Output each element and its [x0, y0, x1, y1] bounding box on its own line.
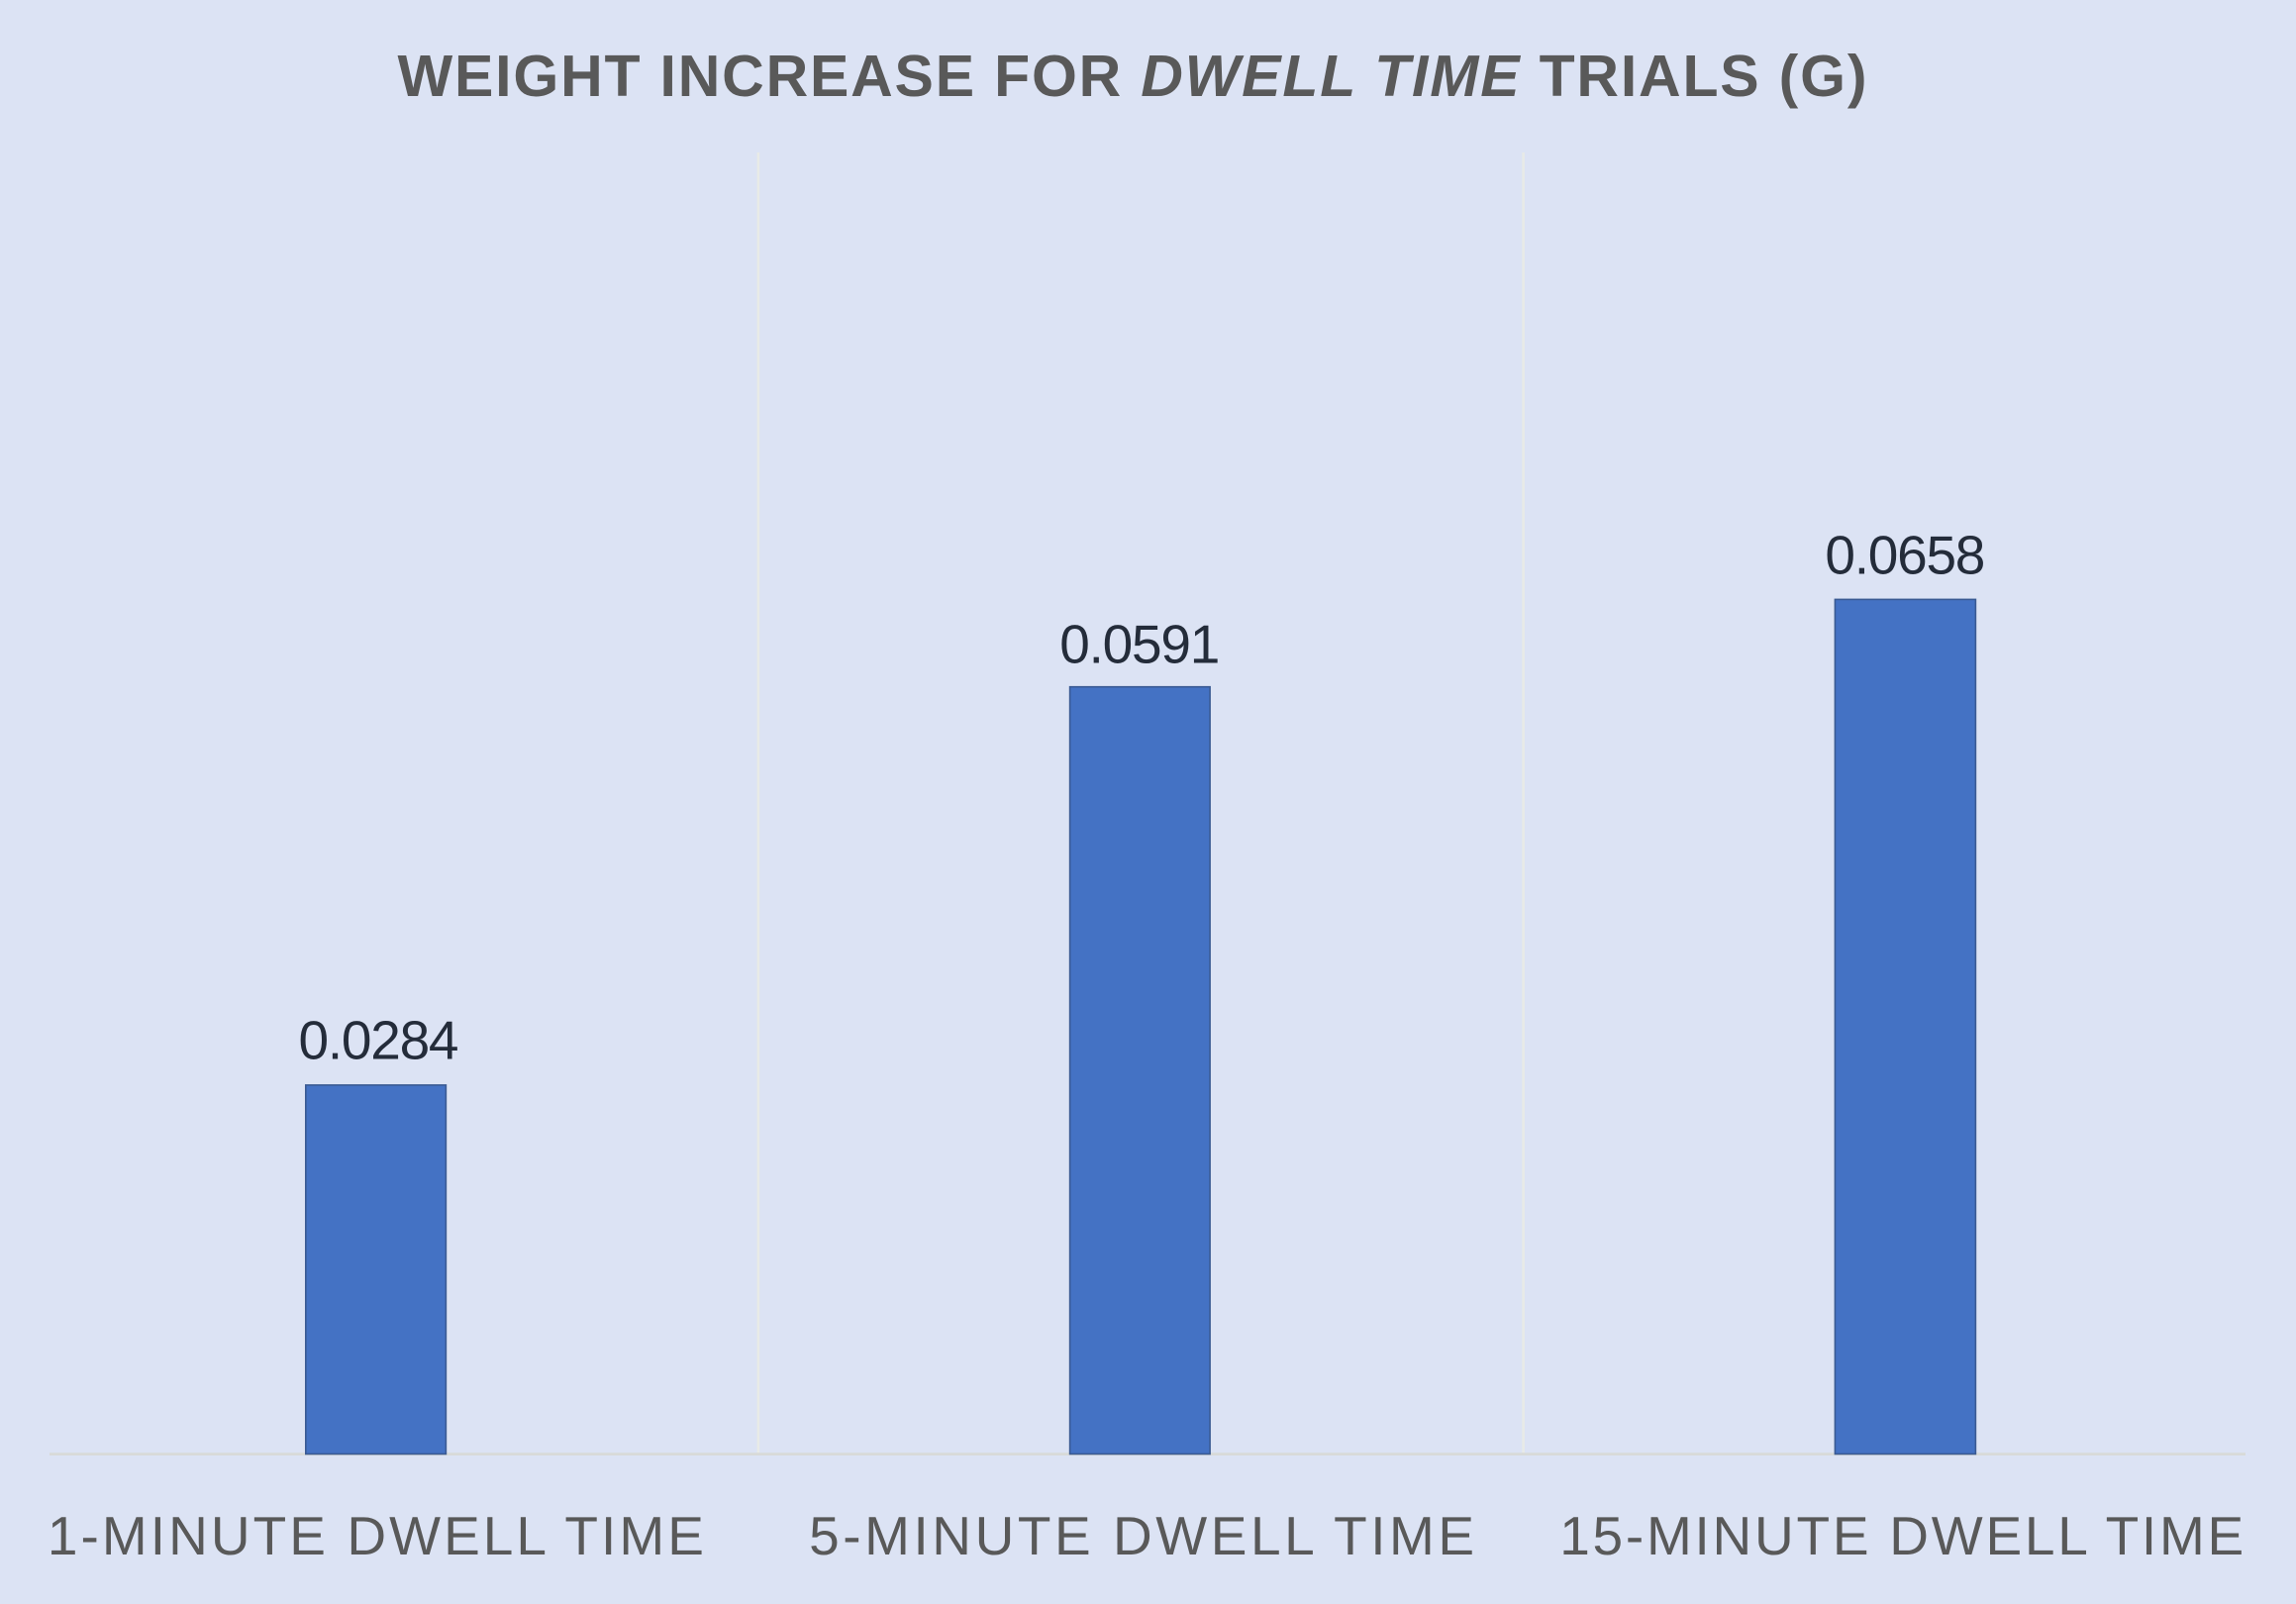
svg-text:0.0591: 0.0591 — [1059, 614, 1220, 675]
svg-text:15-MINUTE DWELL TIME: 15-MINUTE DWELL TIME — [1559, 1505, 2244, 1566]
svg-text:5-MINUTE DWELL TIME: 5-MINUTE DWELL TIME — [809, 1505, 1474, 1566]
svg-text:0.0284: 0.0284 — [299, 1010, 459, 1071]
svg-text:1-MINUTE DWELL TIME: 1-MINUTE DWELL TIME — [48, 1505, 704, 1566]
svg-text:WEIGHT INCREASE FOR DWELL TIME: WEIGHT INCREASE FOR DWELL TIME TRIALS (G… — [398, 44, 1867, 109]
svg-text:0.0658: 0.0658 — [1825, 525, 1985, 586]
